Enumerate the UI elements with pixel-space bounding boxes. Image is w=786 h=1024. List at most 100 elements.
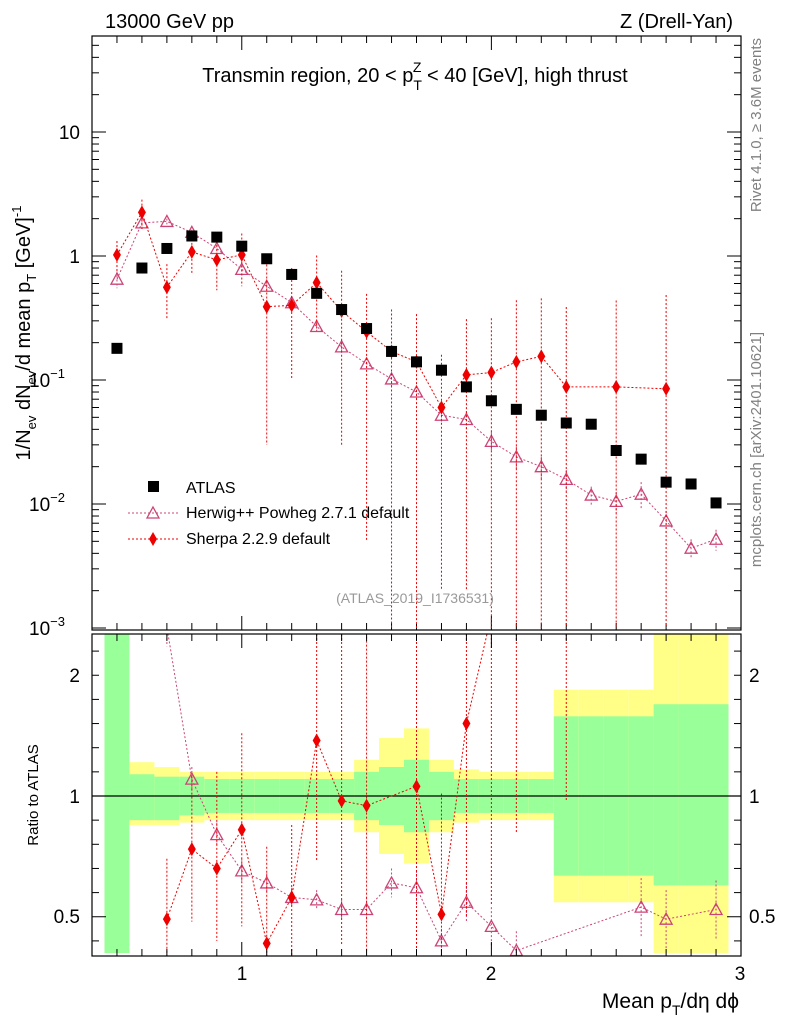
atlas-point: [585, 418, 597, 430]
sherpa-series: [112, 199, 671, 628]
atlas-point: [460, 381, 472, 393]
ratio-herwig-point: [659, 911, 674, 925]
ratio-sherpa-point: [212, 861, 221, 876]
ratio-sherpa-point: [187, 842, 196, 857]
x-tick-label-2: 2: [486, 964, 497, 985]
legend: ATLAS Herwig++ Powheg 2.7.1 default Sher…: [128, 480, 410, 548]
ratio-uncertainty-bands: [104, 634, 729, 953]
ratio-y-tick-label-1: 1: [69, 787, 80, 808]
atlas-point: [386, 345, 398, 357]
sherpa-point: [137, 205, 146, 220]
main-axis-ticks: [92, 36, 742, 630]
y-tick-label-0-1: 10−1: [29, 366, 65, 392]
stat-uncertainty-band: [678, 704, 704, 886]
ratio-herwig-point: [209, 827, 224, 841]
atlas-point: [510, 403, 522, 415]
atlas-point: [660, 476, 672, 488]
ratio-herwig-point: [634, 899, 649, 913]
ratio-herwig-point: [234, 863, 249, 877]
atlas-point: [311, 287, 323, 299]
ratio-herwig-point: [708, 902, 724, 916]
herwig-point: [259, 278, 274, 292]
atlas-point: [435, 364, 447, 376]
stat-uncertainty-band: [104, 634, 130, 953]
atlas-point: [411, 356, 422, 368]
analysis-tag: (ATLAS_2019_I1736531): [336, 590, 494, 606]
legend-atlas-marker: [148, 481, 159, 492]
sherpa-point: [462, 367, 471, 382]
ratio-sherpa-point: [412, 779, 421, 794]
atlas-point: [211, 231, 223, 243]
herwig-point: [359, 356, 374, 370]
atlas-point: [361, 323, 373, 335]
herwig-point: [659, 513, 674, 527]
atlas-point: [485, 395, 497, 407]
ratio-sherpa-point: [437, 907, 446, 922]
ratio-sherpa-point: [237, 822, 246, 837]
sherpa-point: [512, 354, 521, 369]
atlas-point: [610, 445, 622, 457]
ratio-y-tick-label-2: 2: [69, 666, 80, 687]
ratio-sherpa-point: [362, 798, 371, 813]
ratio-sherpa-point: [462, 716, 471, 731]
herwig-point: [683, 540, 699, 554]
sherpa-point: [187, 244, 196, 259]
sherpa-point: [612, 379, 621, 394]
sherpa-point: [537, 349, 546, 364]
atlas-point: [560, 417, 572, 429]
stat-uncertainty-band: [653, 704, 679, 886]
sherpa-point: [562, 379, 571, 394]
stat-uncertainty-band: [129, 774, 155, 821]
sherpa-point: [437, 400, 446, 415]
atlas-point: [336, 304, 348, 316]
sherpa-point: [287, 298, 296, 313]
atlas-point: [535, 409, 547, 421]
x-tick-label-3: 3: [735, 964, 746, 985]
sherpa-point: [662, 381, 671, 396]
sherpa-point: [112, 247, 121, 262]
atlas-point: [685, 478, 697, 490]
chart-title: Transmin region, 20 < pTZ < 40 [GeV], hi…: [202, 59, 628, 93]
beam-label: 13000 GeV pp: [105, 11, 234, 33]
y-axis-label: 1/Nev dNev/d mean pT [GeV]-1: [9, 206, 39, 461]
atlas-point: [161, 242, 173, 254]
legend-herwig-label: Herwig++ Powheg 2.7.1 default: [186, 505, 410, 522]
atlas-point: [186, 230, 198, 242]
ratio-herwig-point: [184, 771, 199, 785]
legend-atlas-label: ATLAS: [186, 480, 236, 497]
main-panel: Transmin region, 20 < pTZ < 40 [GeV], hi…: [9, 35, 742, 640]
ratio-sherpa-point: [287, 890, 296, 905]
sherpa-point: [262, 299, 271, 314]
ratio-sherpa-point: [162, 912, 171, 927]
sherpa-point: [312, 275, 321, 290]
atlas-point: [136, 262, 148, 274]
sherpa-point: [487, 365, 496, 380]
ratio-sherpa-series: [162, 634, 567, 956]
ratio-sherpa-point: [312, 733, 321, 748]
herwig-point: [584, 487, 599, 501]
ratio-y-tick-label-2-right: 2: [749, 666, 760, 687]
herwig-point: [384, 371, 399, 385]
ratio-sherpa-point: [337, 793, 346, 808]
y-tick-label-0-01: 10−2: [29, 490, 65, 516]
rivet-version-label: Rivet 4.1.0, ≥ 3.6M events: [748, 38, 765, 212]
sherpa-point: [212, 252, 221, 267]
atlas-point: [261, 253, 273, 265]
legend-herwig-marker: [145, 505, 161, 519]
ratio-herwig-point: [309, 892, 324, 906]
ratio-sherpa-point: [262, 936, 271, 951]
atlas-series: [111, 230, 722, 509]
y-tick-label-0-001: 10−3: [29, 614, 65, 640]
ratio-y-tick-label-0-5: 0.5: [54, 907, 80, 928]
ratio-y-axis-label: Ratio to ATLAS: [25, 744, 42, 845]
stat-uncertainty-band: [154, 776, 180, 821]
x-axis-label: Mean pT/dη dϕ: [602, 990, 739, 1018]
process-label: Z (Drell-Yan): [620, 11, 733, 33]
atlas-point: [286, 268, 298, 280]
atlas-point: [635, 453, 647, 465]
sherpa-point: [162, 280, 171, 295]
ratio-y-tick-label-0-5-right: 0.5: [749, 907, 775, 928]
ratio-y-tick-label-1-right: 1: [749, 787, 760, 808]
main-y-tick-labels: 10 1 10−1 10−2 10−3: [29, 123, 80, 640]
ratio-axis-ticks: [92, 634, 742, 956]
